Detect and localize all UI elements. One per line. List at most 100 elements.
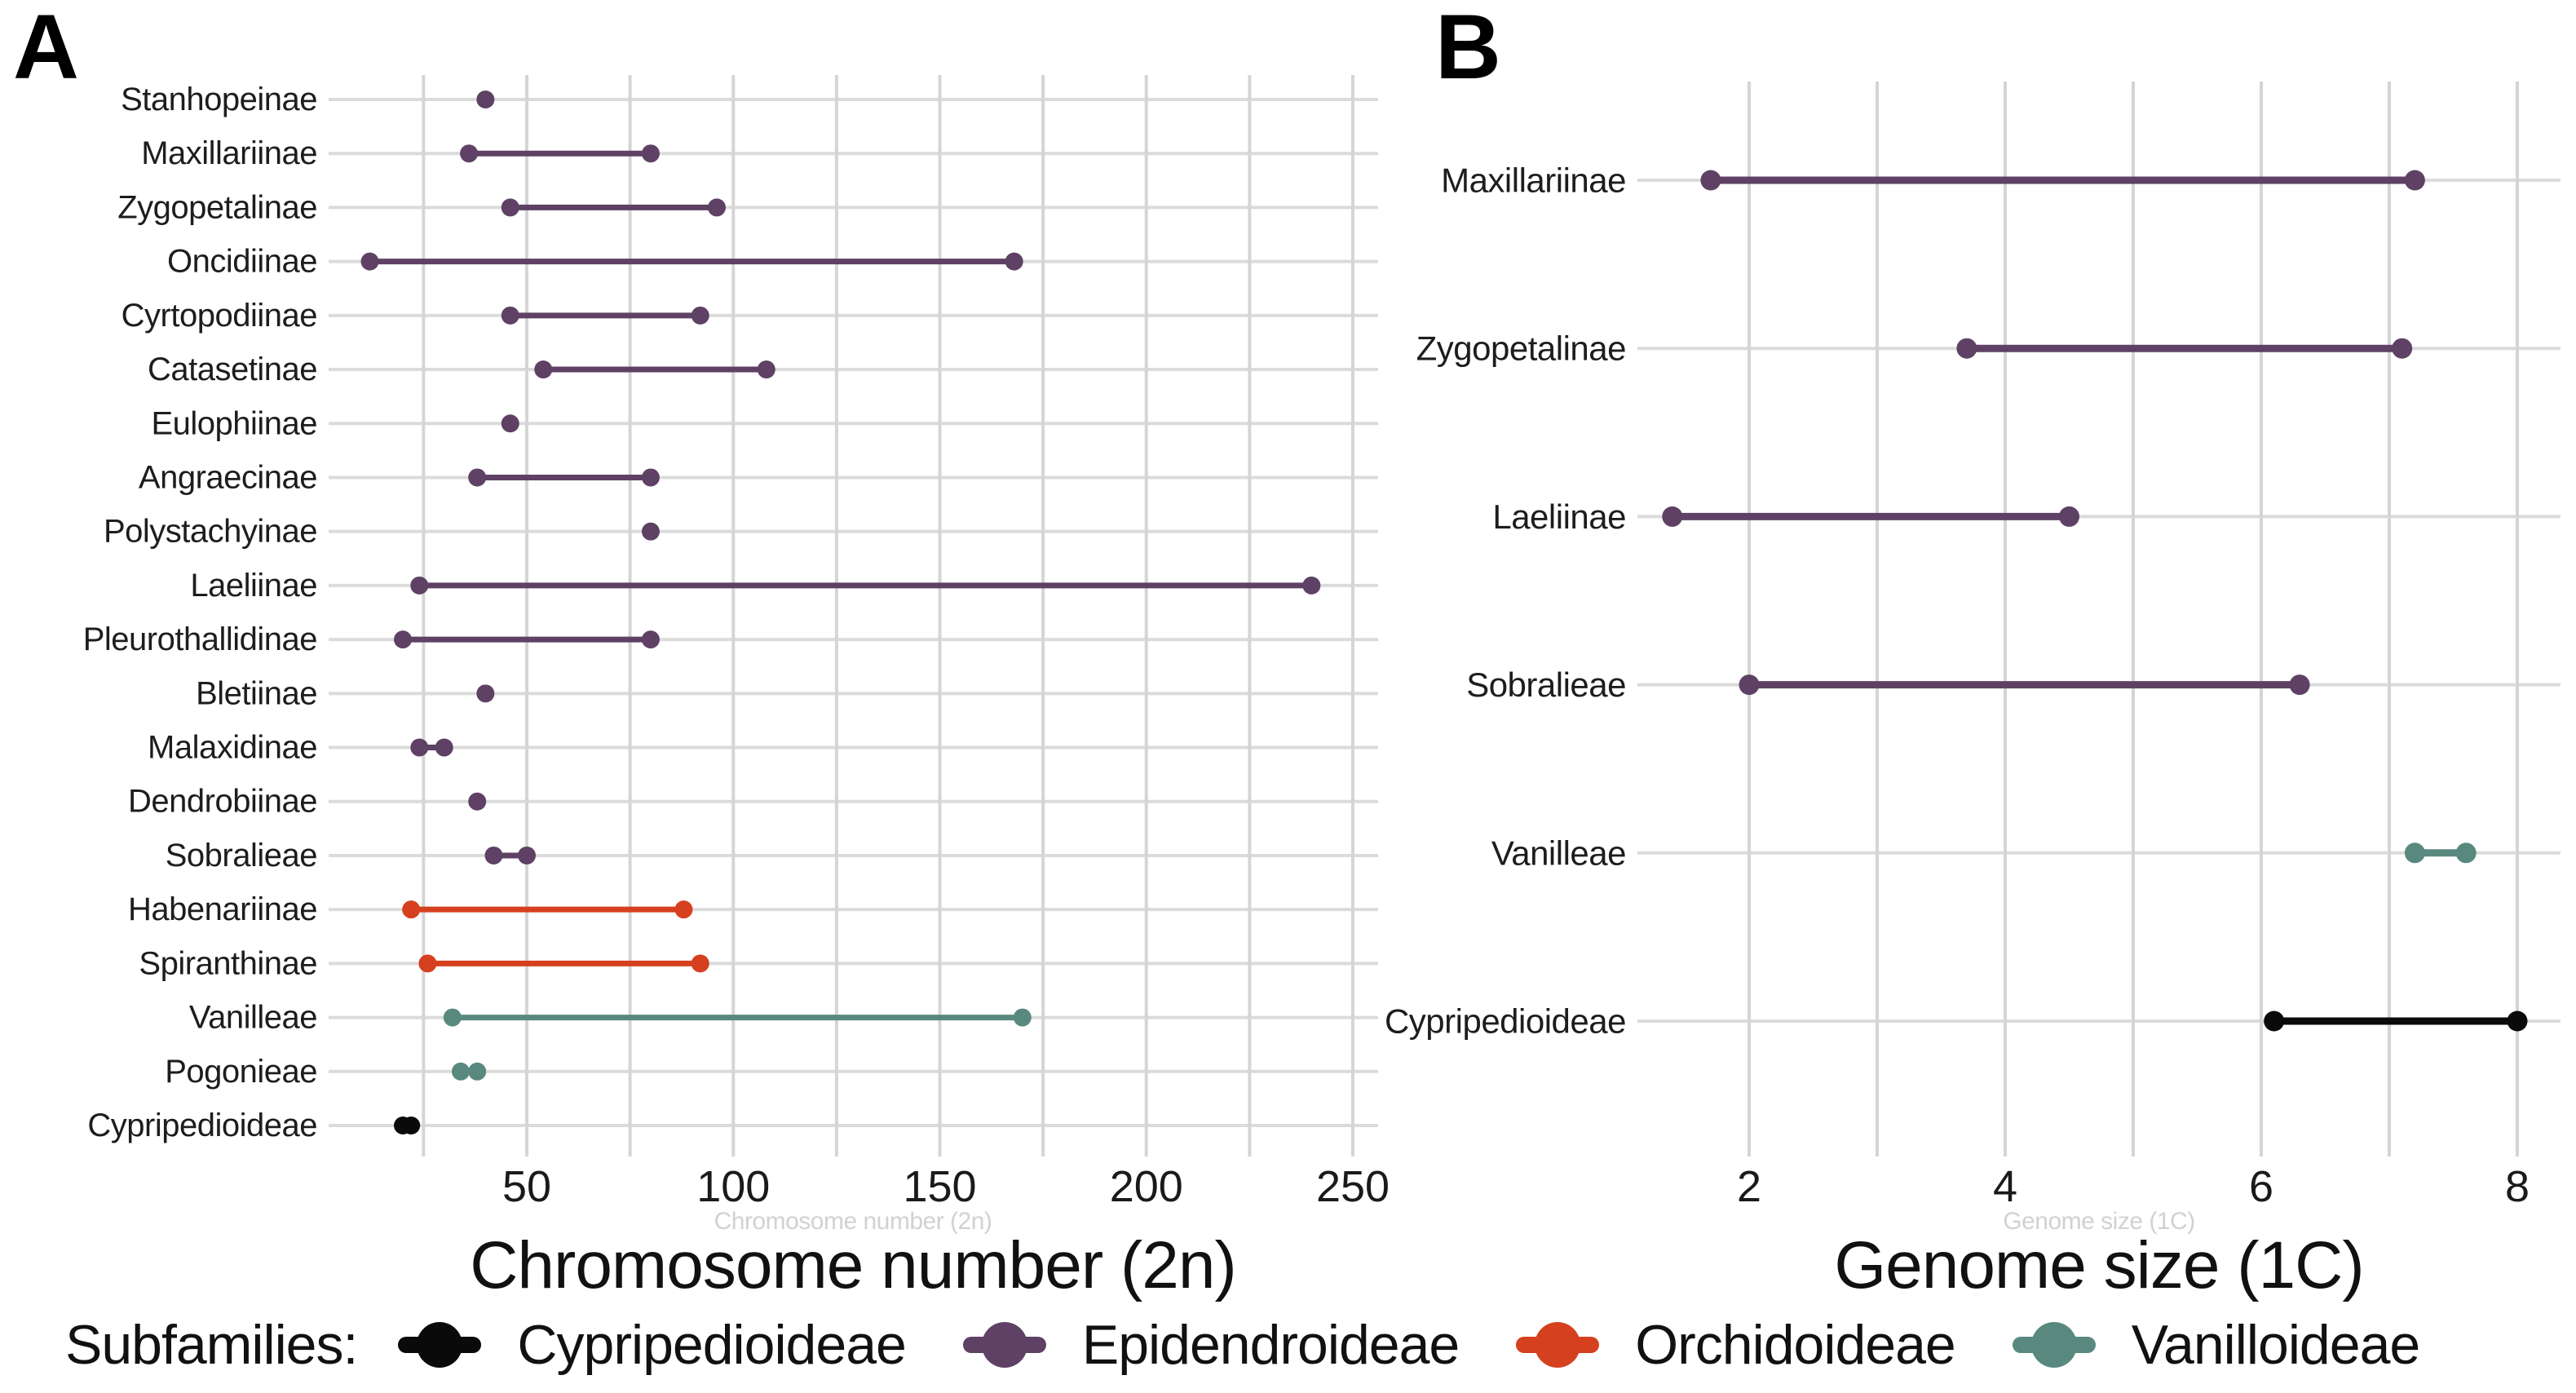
category-label: Malaxidinae	[148, 730, 317, 766]
legend: Subfamilies: Cypripedioideae Epidendroid…	[65, 1310, 2420, 1380]
legend-label: Cypripedioideae	[517, 1314, 906, 1376]
range-dot-min	[2264, 1010, 2285, 1032]
legend-item-cypripedioideae: Cypripedioideae	[398, 1313, 907, 1377]
value-dot	[501, 414, 519, 433]
range-dot-max	[435, 738, 453, 757]
x-tick-label: 100	[696, 1162, 770, 1211]
legend-item-orchidoideae: Orchidoideae	[1516, 1313, 1956, 1377]
x-axis-title-b: Genome size (1C)	[1834, 1228, 2364, 1302]
legend-marker-icon	[1516, 1321, 1600, 1369]
range-dot-min	[1662, 506, 1683, 527]
range-dot-max	[1013, 1008, 1032, 1027]
category-label: Zygopetalinae	[1416, 329, 1626, 368]
range-dot-max	[2059, 506, 2079, 527]
range-dot-max	[1005, 252, 1023, 271]
category-label: Laeliinae	[190, 568, 317, 604]
x-tick-label: 200	[1110, 1162, 1183, 1211]
range-dot-max	[691, 954, 709, 973]
range-dot-min	[1739, 674, 1760, 696]
category-label: Eulophiinae	[151, 405, 317, 441]
category-label: Spiranthinae	[139, 945, 317, 981]
x-tick-label: 150	[903, 1162, 976, 1211]
range-dot-min	[1956, 338, 1977, 359]
range-dot-max	[641, 468, 660, 487]
range-dot-max	[641, 630, 660, 649]
category-label: Sobralieae	[166, 838, 317, 873]
range-dot-min	[410, 738, 429, 757]
range-dot-min	[402, 900, 421, 919]
category-label: Catasetinae	[148, 352, 317, 387]
range-dot-min	[394, 630, 413, 649]
value-dot	[476, 684, 495, 703]
range-dot-min	[484, 846, 503, 865]
range-dot-min	[451, 1062, 470, 1081]
range-dot-max	[402, 1117, 421, 1134]
panel-a-letter: A	[13, 0, 79, 98]
legend-item-epidendroideae: Epidendroideae	[962, 1313, 1460, 1377]
category-label: Pogonieae	[165, 1054, 317, 1090]
range-dot-max	[674, 900, 693, 919]
category-label: Oncidiinae	[167, 244, 317, 280]
legend-title: Subfamilies:	[65, 1314, 358, 1376]
category-label: Angraecinae	[139, 459, 317, 495]
range-dot-min	[360, 252, 379, 271]
range-dot-min	[501, 306, 519, 325]
category-label: Vanilleae	[1491, 834, 1626, 872]
range-dot-max	[468, 1062, 487, 1081]
x-tick-label: 50	[502, 1162, 551, 1211]
x-tick-label: 2	[1737, 1162, 1761, 1211]
legend-label: Vanilloideae	[2131, 1314, 2420, 1376]
range-dot-min	[1700, 170, 1721, 191]
x-axis-title-a: Chromosome number (2n)	[470, 1228, 1237, 1302]
category-label: Zygopetalinae	[117, 189, 317, 225]
value-dot	[476, 91, 495, 108]
range-dot-max	[2392, 338, 2413, 359]
range-dot-min	[418, 954, 437, 973]
category-label: Pleurothallidinae	[83, 621, 317, 657]
range-dot-min	[534, 360, 553, 379]
legend-marker-icon	[962, 1321, 1046, 1369]
range-dot-min	[501, 198, 519, 217]
category-label: Dendrobiinae	[128, 784, 317, 820]
panel-b-letter: B	[1435, 0, 1501, 98]
range-dot-max	[518, 846, 536, 865]
range-dot-min	[443, 1008, 462, 1027]
range-dot-max	[691, 306, 709, 325]
range-dot-max	[707, 198, 726, 217]
legend-label: Epidendroideae	[1081, 1314, 1460, 1376]
range-dot-max	[2289, 674, 2310, 696]
category-label: Stanhopeinae	[121, 82, 317, 117]
range-dot-max	[2404, 170, 2425, 191]
category-label: Cyrtopodiinae	[122, 298, 317, 334]
range-dot-max	[2507, 1010, 2528, 1032]
category-label: Cypripedioideae	[87, 1108, 317, 1143]
legend-marker-icon	[398, 1321, 482, 1369]
category-label: Bletiinae	[196, 675, 317, 711]
x-tick-label: 8	[2505, 1162, 2530, 1211]
value-dot	[468, 792, 487, 811]
legend-marker-icon	[2012, 1321, 2096, 1369]
value-dot	[641, 522, 660, 541]
range-dot-min	[468, 468, 487, 487]
range-dot-min	[410, 576, 429, 595]
legend-label: Orchidoideae	[1635, 1314, 1955, 1376]
range-dot-max	[2455, 842, 2477, 864]
category-label: Habenariinae	[128, 891, 317, 927]
category-label: Vanilleae	[189, 1000, 317, 1036]
range-dot-max	[1302, 576, 1321, 595]
x-tick-label: 4	[1993, 1162, 2017, 1211]
category-label: Maxillariinae	[1441, 161, 1626, 200]
category-label: Cypripedioideae	[1385, 1002, 1626, 1041]
category-label: Maxillariinae	[141, 135, 317, 171]
category-label: Sobralieae	[1466, 666, 1626, 704]
legend-item-vanilloideae: Vanilloideae	[2012, 1313, 2420, 1377]
x-tick-label: 6	[2249, 1162, 2273, 1211]
category-label: Polystachyinae	[104, 514, 317, 550]
range-dot-max	[757, 360, 775, 379]
range-dot-min	[2404, 842, 2425, 864]
range-dot-min	[460, 144, 479, 163]
range-dot-max	[641, 144, 660, 163]
x-tick-label: 250	[1316, 1162, 1390, 1211]
